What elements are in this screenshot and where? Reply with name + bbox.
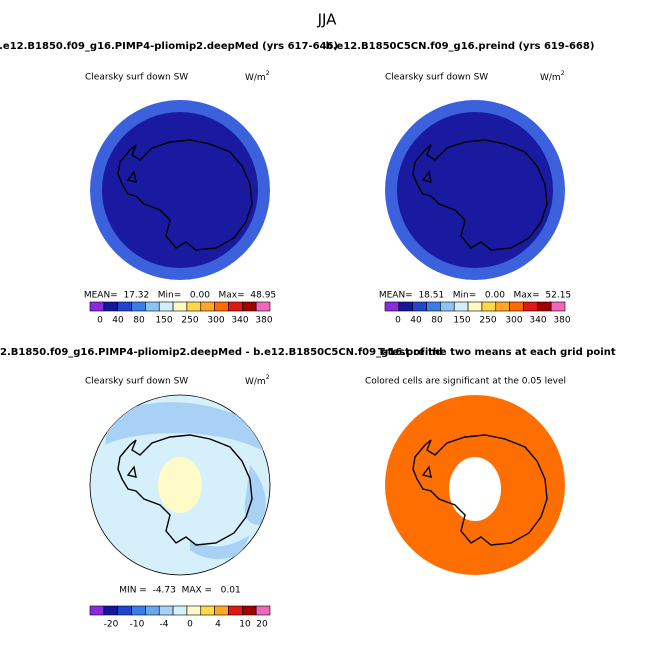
colorbar-label: 300	[207, 316, 224, 326]
colorbar-cell	[158, 301, 174, 312]
colorbar-cell	[103, 605, 118, 616]
variable-name: Colored cells are significant at the 0.0…	[365, 377, 566, 387]
panel-title: 2.B1850.f09_g16.PIMP4-pliomip2.deepMed -…	[0, 347, 443, 358]
colorbar-label: 4	[215, 620, 221, 630]
panel-title: b.e12.B1850C5CN.f09_g16.preind (yrs 619-…	[326, 41, 595, 52]
colorbar-cell	[145, 301, 160, 312]
colorbar-cell	[440, 301, 455, 312]
units: W/m2	[245, 374, 270, 387]
colorbar-cell	[103, 301, 118, 312]
colorbar-cell	[214, 301, 229, 312]
colorbar-label: 20	[256, 620, 268, 630]
colorbar-cell	[89, 605, 105, 616]
units-base: W/m	[245, 377, 266, 387]
colorbar-label: 150	[155, 316, 172, 326]
colorbar-cell	[495, 301, 510, 312]
map	[90, 100, 270, 280]
colorbar-cell	[131, 301, 146, 312]
colorbar-cell	[537, 301, 552, 312]
colorbar-label: -4	[160, 620, 169, 630]
colorbar-cell	[117, 605, 132, 616]
colorbar	[89, 301, 271, 312]
colorbar-cell	[523, 301, 538, 312]
units-sup: 2	[266, 70, 270, 77]
colorbar-cell	[228, 301, 243, 312]
colorbar-cell	[89, 301, 105, 312]
variable-name: Clearsky surf down SW	[85, 377, 188, 387]
colorbar-cell	[467, 301, 483, 312]
figure-title: JJA	[317, 11, 338, 29]
colorbar	[384, 301, 566, 312]
stats: MEAN= 17.32 Min= 0.00 Max= 48.95	[84, 291, 276, 301]
colorbar-cell	[186, 605, 202, 616]
colorbar-cell	[242, 301, 257, 312]
colorbar-label: 150	[453, 316, 470, 326]
units-sup: 2	[561, 70, 565, 77]
colorbar-cell	[242, 605, 257, 616]
colorbar-cell	[255, 301, 271, 312]
units-base: W/m	[540, 73, 561, 83]
colorbar-label: -10	[130, 620, 145, 630]
colorbar-cell	[172, 605, 188, 616]
colorbar-cell	[550, 301, 566, 312]
variable-name: Clearsky surf down SW	[385, 73, 488, 83]
colorbar-cell	[117, 301, 132, 312]
colorbar-label: 80	[133, 316, 145, 326]
panel-title: b.e12.B1850.f09_g16.PIMP4-pliomip2.deepM…	[0, 41, 338, 52]
colorbar-cell	[200, 301, 215, 312]
colorbar-label: 250	[479, 316, 496, 326]
colorbar-cell	[186, 301, 202, 312]
panel-title: T-test of the two means at each grid poi…	[378, 347, 616, 358]
colorbar-cell	[214, 605, 229, 616]
colorbar-cell	[158, 605, 174, 616]
colorbar-cell	[481, 301, 497, 312]
colorbar-label: 0	[395, 316, 401, 326]
stats: MEAN= 18.51 Min= 0.00 Max= 52.15	[379, 291, 571, 301]
colorbar-label: 340	[529, 316, 546, 326]
colorbar-label: 80	[431, 316, 443, 326]
stats: MIN = -4.73 MAX = 0.01	[119, 586, 240, 596]
colorbar	[89, 605, 271, 616]
colorbar-cell	[384, 301, 400, 312]
colorbar-cell	[172, 301, 188, 312]
colorbar-cell	[200, 605, 215, 616]
colorbar-label: 0	[97, 316, 103, 326]
colorbar-cell	[509, 301, 524, 312]
colorbar-cell	[255, 605, 271, 616]
units-sup: 2	[266, 374, 270, 381]
colorbar-cell	[453, 301, 469, 312]
map	[385, 395, 565, 575]
units-base: W/m	[245, 73, 266, 83]
map	[385, 100, 565, 280]
colorbar-label: 10	[239, 620, 251, 630]
colorbar-label: 340	[231, 316, 248, 326]
units: W/m2	[245, 70, 270, 83]
colorbar-label: 380	[255, 316, 272, 326]
colorbar-cell	[228, 605, 243, 616]
colorbar-cell	[426, 301, 441, 312]
units: W/m2	[540, 70, 565, 83]
colorbar-label: 250	[181, 316, 198, 326]
colorbar-label: -20	[104, 620, 119, 630]
colorbar-label: 380	[553, 316, 570, 326]
map	[89, 394, 271, 576]
colorbar-cell	[131, 605, 146, 616]
colorbar-label: 40	[410, 316, 422, 326]
variable-name: Clearsky surf down SW	[85, 73, 188, 83]
colorbar-cell	[412, 301, 427, 312]
colorbar-cell	[398, 301, 413, 312]
colorbar-label: 0	[187, 620, 193, 630]
colorbar-cell	[145, 605, 160, 616]
colorbar-label: 40	[112, 316, 124, 326]
colorbar-label: 300	[505, 316, 522, 326]
